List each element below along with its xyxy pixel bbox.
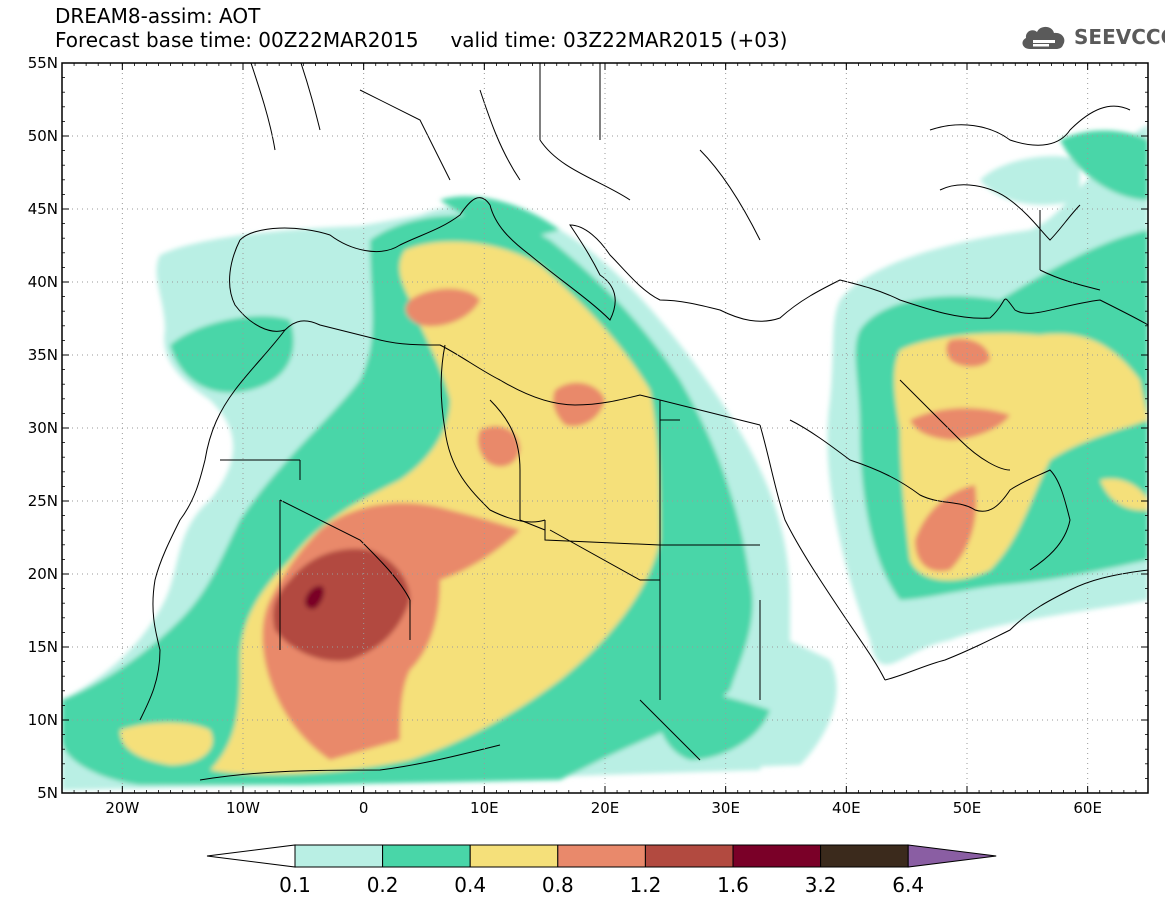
map-title: DREAM8-assim: AOT Forecast base time: 00… bbox=[55, 4, 787, 52]
colorbar-segment bbox=[644, 844, 734, 868]
colorbar-level-label: 3.2 bbox=[805, 873, 837, 897]
axis-ticks bbox=[61, 62, 1149, 794]
coastlines bbox=[139, 63, 1148, 781]
lon-tick-label: 60E bbox=[1073, 799, 1102, 817]
lat-tick-label: 25N bbox=[28, 492, 58, 510]
seevccc-logo: SEEVCCC bbox=[1018, 22, 1165, 52]
colorbar-segment bbox=[557, 844, 646, 868]
aot-field bbox=[62, 125, 1148, 790]
colorbar-under-arrow bbox=[206, 844, 296, 868]
lon-tick-label: 0 bbox=[359, 799, 369, 817]
lat-tick-label: 50N bbox=[28, 127, 58, 145]
title-base-time: Forecast base time: 00Z22MAR2015 bbox=[55, 28, 419, 52]
lat-tick-label: 10N bbox=[28, 711, 58, 729]
colorbar-level-label: 0.1 bbox=[279, 873, 311, 897]
lat-tick-label: 15N bbox=[28, 638, 58, 656]
colorbar-segment bbox=[382, 844, 471, 868]
lon-tick-label: 10W bbox=[226, 799, 260, 817]
lon-tick-label: 50E bbox=[953, 799, 982, 817]
colorbar-level-label: 0.8 bbox=[542, 873, 574, 897]
lat-tick-label: 35N bbox=[28, 346, 58, 364]
lat-tick-label: 20N bbox=[28, 565, 58, 583]
lon-tick-label: 20W bbox=[105, 799, 139, 817]
lon-tick-label: 20E bbox=[591, 799, 620, 817]
colorbar-level-label: 1.6 bbox=[717, 873, 749, 897]
lat-tick-label: 40N bbox=[28, 273, 58, 291]
title-model: DREAM8-assim: AOT bbox=[55, 4, 261, 28]
lat-tick-label: 5N bbox=[37, 784, 58, 802]
title-times: Forecast base time: 00Z22MAR2015 valid t… bbox=[55, 28, 787, 52]
colorbar-level-label: 6.4 bbox=[892, 873, 924, 897]
title-valid-time: valid time: 03Z22MAR2015 (+03) bbox=[450, 28, 788, 52]
longitude-labels: 20W 10W 0 10E 20E 30E 40E 50E 60E bbox=[105, 799, 1102, 817]
colorbar-level-label: 0.2 bbox=[367, 873, 399, 897]
lat-tick-label: 45N bbox=[28, 200, 58, 218]
colorbar-labels: 0.1 0.2 0.4 0.8 1.2 1.6 3.2 6.4 bbox=[279, 873, 924, 897]
colorbar-segment bbox=[294, 844, 384, 868]
lat-tick-label: 30N bbox=[28, 419, 58, 437]
lon-tick-label: 10E bbox=[470, 799, 499, 817]
latitude-labels: 55N 50N 45N 40N 35N 30N 25N 20N 15N 10N 5N bbox=[28, 54, 58, 802]
colorbar-segment bbox=[469, 844, 559, 868]
colorbar-segment bbox=[732, 844, 822, 868]
colorbar-level-label: 0.4 bbox=[454, 873, 486, 897]
lat-tick-label: 55N bbox=[28, 54, 58, 72]
cloud-icon bbox=[1022, 26, 1065, 49]
colorbar bbox=[206, 844, 997, 868]
aot-band-1.2 bbox=[273, 548, 410, 661]
lon-tick-label: 40E bbox=[832, 799, 861, 817]
gridlines bbox=[62, 63, 1148, 793]
colorbar-over-arrow bbox=[907, 844, 997, 868]
logo-text: SEEVCCC bbox=[1074, 25, 1165, 49]
aot-band-1.6 bbox=[304, 585, 324, 610]
lon-tick-label: 30E bbox=[711, 799, 740, 817]
colorbar-segment bbox=[820, 844, 909, 868]
colorbar-level-label: 1.2 bbox=[629, 873, 661, 897]
